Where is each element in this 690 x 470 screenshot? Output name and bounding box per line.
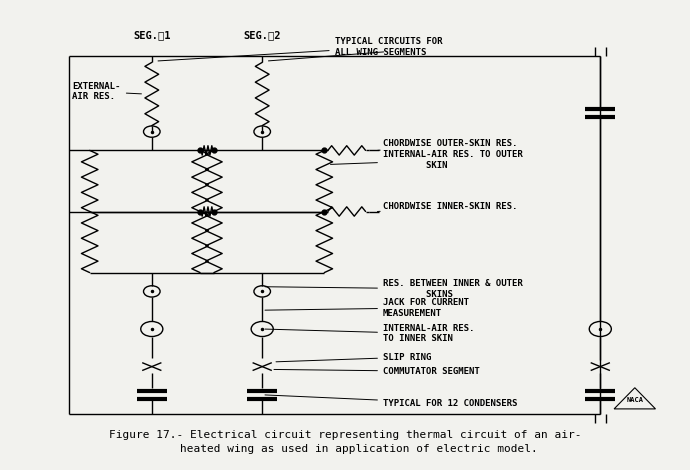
Text: TYPICAL CIRCUITS FOR
ALL WING SEGMENTS: TYPICAL CIRCUITS FOR ALL WING SEGMENTS [158, 37, 442, 61]
Text: Figure 17.- Electrical circuit representing thermal circuit of an air-: Figure 17.- Electrical circuit represent… [109, 430, 581, 440]
Text: EXTERNAL-
AIR RES.: EXTERNAL- AIR RES. [72, 82, 141, 102]
Text: INTERNAL-AIR RES. TO OUTER
        SKIN: INTERNAL-AIR RES. TO OUTER SKIN [331, 150, 523, 170]
Text: SEG. 1: SEG. 1 [133, 30, 170, 40]
Text: COMMUTATOR SEGMENT: COMMUTATOR SEGMENT [274, 367, 480, 376]
Text: heated wing as used in application of electric model.: heated wing as used in application of el… [152, 444, 538, 454]
Text: NACA: NACA [627, 397, 643, 402]
Text: JACK FOR CURRENT
MEASUREMENT: JACK FOR CURRENT MEASUREMENT [265, 298, 469, 318]
Text: SEG. 2: SEG. 2 [244, 30, 281, 40]
Text: CHORDWISE OUTER-SKIN RES.: CHORDWISE OUTER-SKIN RES. [377, 139, 518, 150]
Text: RES. BETWEEN INNER & OUTER
        SKINS: RES. BETWEEN INNER & OUTER SKINS [265, 279, 523, 299]
Text: CHORDWISE INNER-SKIN RES.: CHORDWISE INNER-SKIN RES. [377, 202, 518, 212]
Text: INTERNAL-AIR RES.
TO INNER SKIN: INTERNAL-AIR RES. TO INNER SKIN [265, 324, 474, 344]
Text: SLIP RING: SLIP RING [276, 352, 431, 362]
Text: TYPICAL FOR 12 CONDENSERS: TYPICAL FOR 12 CONDENSERS [265, 395, 518, 408]
